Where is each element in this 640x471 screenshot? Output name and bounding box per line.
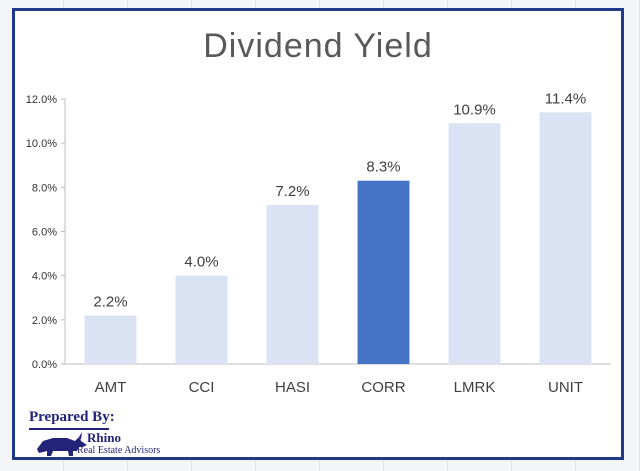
- logo-prepared-by: Prepared By:: [29, 409, 115, 425]
- data-label: 10.9%: [453, 101, 496, 118]
- y-tick-label: 12.0%: [26, 94, 57, 106]
- x-tick-label: HASI: [275, 379, 310, 396]
- data-label: 11.4%: [545, 90, 586, 107]
- chart-card: Dividend Yield 0.0% 2.0% 4.0% 6.0% 8.0% 10.0%…: [12, 8, 624, 460]
- bar-chart: 0.0% 2.0% 4.0% 6.0% 8.0% 10.0% 12.0% 2.2% AMT 4.0…: [26, 90, 611, 396]
- x-tick-label: LMRK: [454, 379, 496, 396]
- data-label: 7.2%: [275, 183, 309, 200]
- logo-name: Rhino: [87, 430, 121, 445]
- bar-lmrk: [448, 123, 501, 365]
- bar-cci: [175, 275, 228, 364]
- bar-hasi: [266, 205, 319, 364]
- y-tick-label: 0.0%: [32, 359, 57, 371]
- logo-subtitle: Real Estate Advisors: [77, 445, 161, 456]
- prepared-by-logo: Prepared By: Rhino Real Estate Advisors: [29, 409, 179, 459]
- logo-underline: [29, 428, 109, 430]
- x-tick-label: AMT: [95, 379, 127, 396]
- y-tick-label: 2.0%: [32, 315, 57, 327]
- x-tick-label: CORR: [361, 379, 405, 396]
- y-tick-label: 8.0%: [32, 182, 57, 194]
- bar-corr: [357, 180, 410, 364]
- y-tick-label: 10.0%: [26, 138, 57, 150]
- bar-amt: [84, 315, 137, 364]
- x-tick-label: CCI: [189, 379, 215, 396]
- rhino-icon: [37, 432, 87, 456]
- data-label: 8.3%: [366, 159, 400, 176]
- x-tick-label: UNIT: [548, 379, 583, 396]
- bar-unit: [539, 112, 592, 364]
- y-tick-label: 4.0%: [32, 271, 57, 283]
- chart-title: Dividend Yield: [203, 27, 433, 65]
- y-tick-label: 6.0%: [32, 227, 57, 239]
- data-label: 2.2%: [93, 293, 127, 310]
- data-label: 4.0%: [184, 254, 218, 271]
